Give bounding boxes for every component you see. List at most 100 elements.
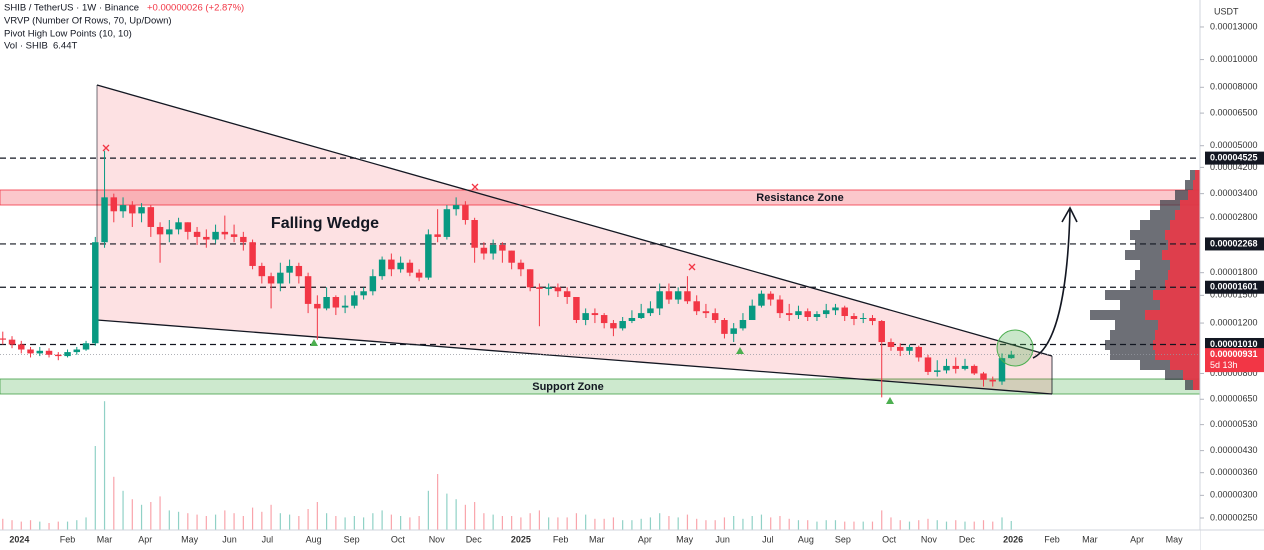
volume-bar [566,517,568,530]
level-badge [1205,337,1264,351]
level-badge [1205,237,1264,251]
candle-body [887,342,895,347]
candle-body [434,234,441,237]
volume-bar [427,490,429,530]
x-tick-label: Oct [882,534,897,544]
volume-bar [122,490,124,530]
indicator: Pivot High Low Points (10, 10) [4,29,132,40]
volume-bar [298,516,300,530]
volume-bar [677,517,679,530]
volume-bar [973,521,975,530]
y-tick-label: 0.00000800 [1210,368,1258,378]
candle-body [166,229,173,235]
candle-body [545,287,552,289]
volume-bar [168,510,170,530]
volume-bar [251,507,254,530]
volume-bar [66,521,69,530]
last-price-badge [1205,348,1264,373]
y-tick-label: 0.00001500 [1210,290,1258,300]
candle-body [573,297,580,320]
x-tick-label: Aug [798,534,814,544]
volume-bar [705,520,707,530]
volume-bar [844,521,846,530]
volume-bar [631,520,633,530]
volume-bar [335,516,337,530]
pivot-low [310,339,318,346]
candle-body [813,314,821,318]
volume-bar [363,517,365,530]
candle-body [110,197,118,212]
candle-body [878,321,885,343]
candle-body [582,313,589,320]
volume-bar [807,520,809,530]
volume-bar [862,521,864,530]
volume-bar [224,510,226,530]
x-tick-label: Jun [222,534,237,544]
volume-bar [825,520,827,530]
volume-bar [140,504,143,530]
candle-body [804,311,811,318]
candle-body [841,307,848,317]
candle-body [785,313,793,316]
candle-body [64,352,71,357]
y-tick-label: 0.00001800 [1210,267,1258,277]
candle-body [92,242,99,344]
candle-body [480,247,488,254]
x-tick-label: May [676,534,694,544]
candle-body [952,365,959,369]
candle-body [406,262,414,273]
candle-body [129,205,136,214]
volume-bar [20,521,22,530]
volume-bar [538,510,540,530]
candle-body [600,315,608,324]
symbol: SHIB / TetherUS · 1W · Binance [4,3,139,14]
volume-bar [113,476,115,530]
volume-profile-down [1145,170,1200,390]
candle-body [721,319,728,334]
volume-bar [159,496,161,530]
candle-body [304,276,312,304]
volume-bar [779,516,781,530]
volume-bar [520,517,522,530]
candle-body [18,344,25,350]
drawings-front: Falling Wedge Resistance Zone Support Zo… [102,144,1078,404]
level-label: 0.00001601 [1210,282,1258,292]
x-tick-label: Aug [306,534,322,544]
candle-body [591,313,599,316]
volume-bar [483,513,485,530]
volume-bar [94,446,96,530]
volume-bar [723,517,726,530]
candle-body [619,321,626,329]
candle-body [924,357,932,372]
candle-body [850,316,858,319]
volume-bar [57,521,59,530]
volume-bar [288,514,291,530]
volume-bar [511,516,513,530]
y-tick-label: 0.00000360 [1210,467,1258,477]
candle-body [739,319,747,329]
y-tick-label: 0.00000650 [1210,394,1258,404]
volume-bar [955,520,957,530]
volume-bar [11,520,13,530]
candle-body [517,262,525,270]
x-tick-label: Jul [262,534,274,544]
volume-bar [686,514,689,530]
candle-body [452,205,460,210]
candle-body [961,365,969,369]
volume-bar [529,513,531,530]
candle-body [822,310,830,315]
y-tick-label: 0.00003400 [1210,188,1258,198]
volume-bar [455,499,457,530]
volume-bar [85,517,87,530]
drawings-back [0,84,1201,395]
x-tick-label: Sep [344,534,360,544]
y-tick-label: 0.00000300 [1210,490,1258,500]
candle-body [563,291,571,298]
volume-bar [594,518,596,530]
volume-bar [908,521,911,530]
candle-body [499,244,506,251]
volume-bar [853,521,855,530]
y-tick-label: 0.00001200 [1210,317,1258,327]
candle-body [915,346,922,358]
